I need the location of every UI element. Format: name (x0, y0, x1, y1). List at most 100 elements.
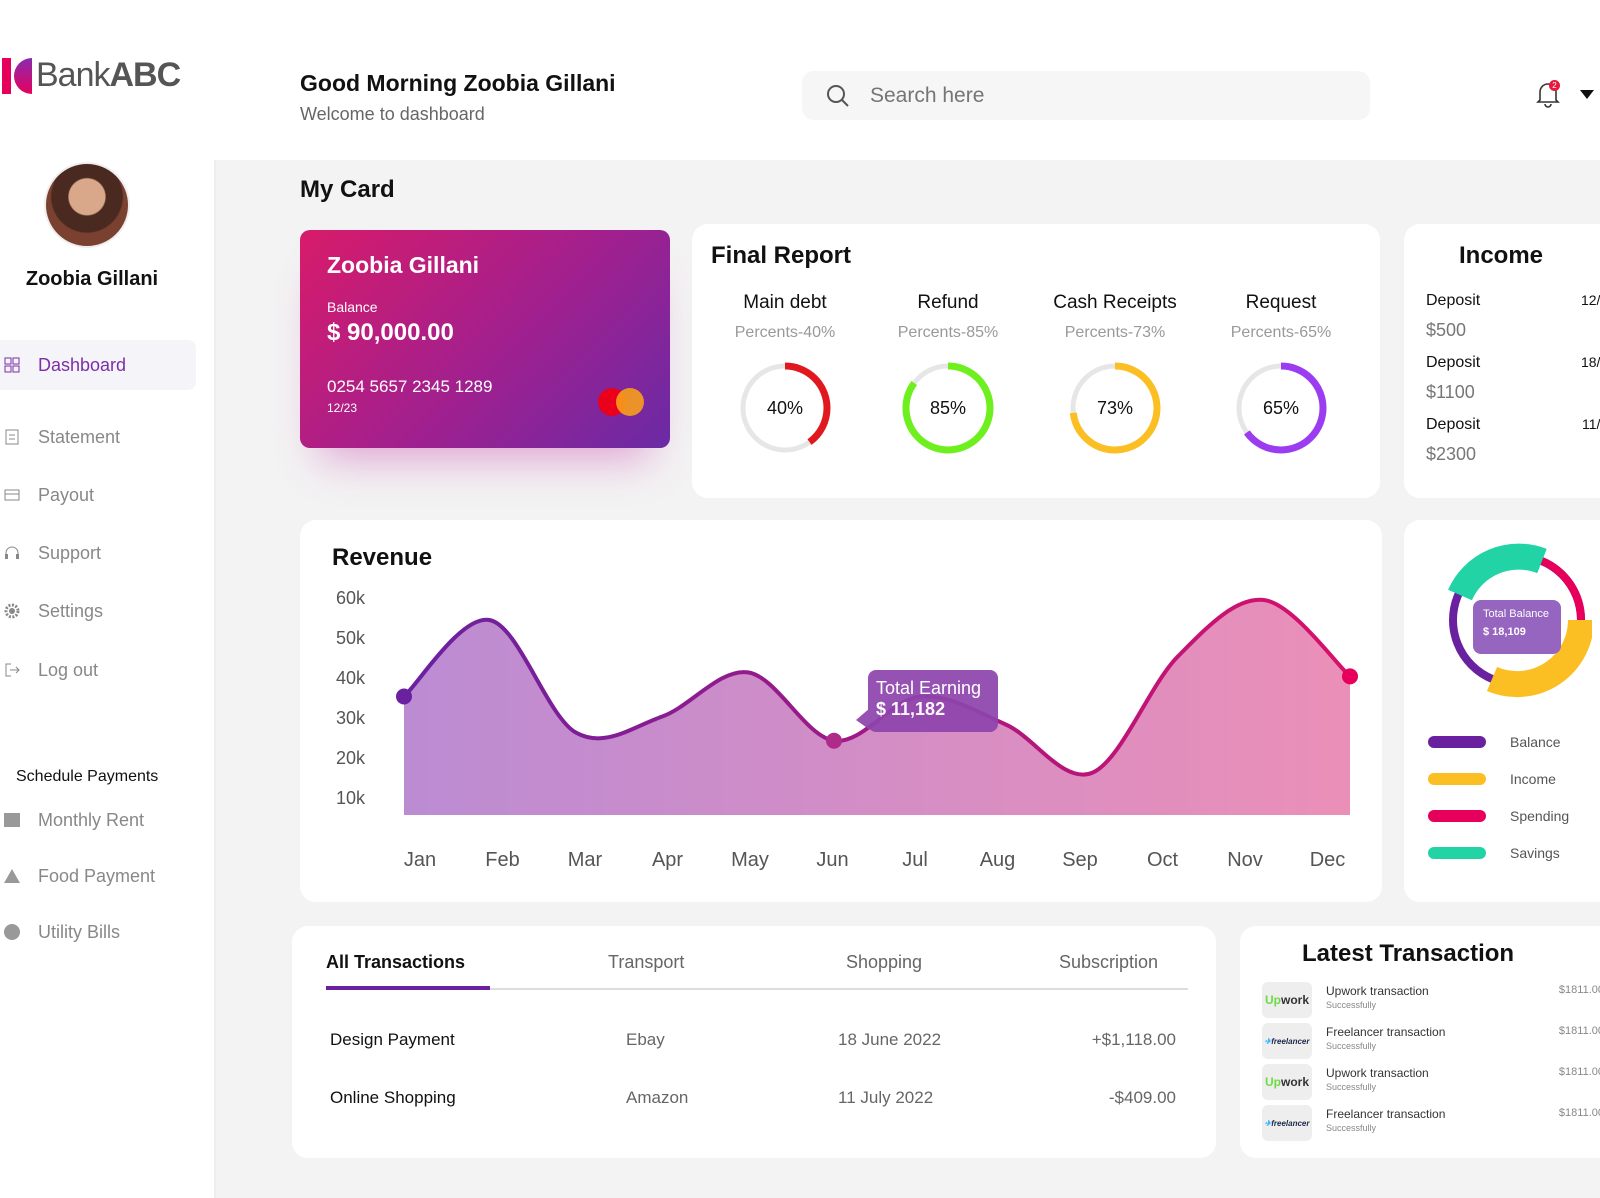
sidebar-item-label: Payout (38, 484, 95, 505)
x-tick-label: Aug (980, 849, 1016, 871)
x-tick-label: Jun (816, 849, 848, 871)
card-balance: $ 90,000.00 (327, 319, 454, 346)
document-icon (4, 429, 20, 445)
report-label: Refund (917, 292, 979, 313)
user-name: Zoobia Gillani (25, 268, 159, 290)
y-tick-label: 40k (336, 668, 366, 688)
chart-tooltip: Total Earning $ 11,182 (856, 670, 998, 732)
income-date: 12/02 (1580, 292, 1600, 308)
schedule-item-monthly-rent[interactable]: Monthly Rent (0, 795, 196, 845)
balance-label: Balance (327, 299, 378, 315)
total-balance-text: Total Balance (1483, 608, 1550, 620)
balance-panel: Total Balance $ 18,109 Balance Income Spen… (1404, 520, 1600, 902)
square-icon (4, 812, 20, 828)
legend-item: Balance (1428, 734, 1561, 750)
gauge-value: 73% (1096, 397, 1134, 418)
latest-transaction-panel: Latest Transaction Up work Upwork transact… (1240, 926, 1600, 1158)
sidebar-item-label: Settings (38, 600, 104, 621)
my-card-title: My Card (300, 176, 395, 203)
sidebar-item-dashboard[interactable]: Dashboard (0, 340, 196, 390)
logout-icon (4, 662, 20, 678)
legend-label: Income (1510, 771, 1556, 787)
report-item: Refund Percents-85% 85% (873, 292, 1023, 456)
search-bar[interactable] (802, 71, 1370, 120)
tab-all-transactions[interactable]: All Transactions (326, 952, 466, 972)
tab-shopping[interactable]: Shopping (846, 952, 923, 972)
greeting: Good Morning Zoobia Gillani (300, 70, 616, 96)
upwork-logo: Up work (1262, 1064, 1312, 1100)
tab-transport[interactable]: Transport (608, 952, 685, 972)
transaction-name: Design Payment (330, 1030, 455, 1049)
final-report-panel: Final Report Main debt Percents-40% 40% … (692, 224, 1380, 498)
report-label: Main debt (743, 292, 827, 313)
notification-button[interactable]: 2 (1535, 80, 1561, 113)
gauge-arc (1069, 362, 1161, 454)
x-tick-label: Nov (1227, 849, 1263, 871)
logo: BankABC (0, 56, 181, 95)
report-sub: Percents-65% (1230, 324, 1332, 341)
income-date: 18/06 (1580, 354, 1600, 370)
income-title: Income (1459, 242, 1544, 269)
x-tick-label: Feb (485, 849, 519, 871)
transaction-date: 18 June 2022 (838, 1030, 942, 1049)
sidebar-item-settings[interactable]: Settings (0, 586, 196, 636)
legend-item: Savings (1428, 845, 1560, 861)
latest-transaction-row[interactable]: ✈ freelancer Freelancer transaction Success… (1262, 1105, 1600, 1143)
report-gauge: 85% (900, 360, 996, 456)
card-icon (4, 487, 20, 503)
legend-label: Balance (1510, 734, 1561, 750)
sidebar-item-support[interactable]: Support (0, 528, 196, 578)
tooltip-label: Total Earning (876, 678, 982, 698)
total-balance-label: Total Balance $ 18,109 (1473, 600, 1561, 654)
legend-swatch (1428, 736, 1486, 748)
gauge-value: 40% (766, 397, 804, 418)
latest-title-text: Freelancer transaction (1326, 1025, 1446, 1039)
legend-item: Income (1428, 771, 1556, 787)
report-gauge: 40% (737, 360, 833, 456)
caret-down-icon[interactable] (1580, 90, 1594, 99)
y-tick-label: 60k (336, 588, 366, 608)
report-sub: Percents-40% (734, 324, 836, 341)
schedule-item-food-payment[interactable]: Food Payment (0, 851, 196, 901)
revenue-chart: 60k 50k 40k 30k 20k 10k Jan Feb Mar Apr May Jun Jul A… (336, 588, 1358, 871)
x-tick-label: Oct (1147, 849, 1179, 871)
gauge-value: 85% (929, 397, 967, 418)
y-tick-label: 20k (336, 748, 366, 768)
schedule-item-utility-bills[interactable]: Utility Bills (0, 907, 196, 957)
sidebar-item-statement[interactable]: Statement (0, 412, 196, 462)
latest-status: Successfully (1326, 1000, 1377, 1010)
transaction-amount: +$1,118.00 (1091, 1030, 1176, 1049)
income-date: 11/07 (1582, 416, 1600, 432)
card-holder: Zoobia Gillani (327, 252, 480, 278)
sidebar-item-label: Log out (38, 659, 99, 680)
bank-card[interactable]: Zoobia Gillani Balance $ 90,000.00 0254 … (300, 230, 670, 448)
transaction-merchant: Ebay (626, 1030, 665, 1049)
final-report-title: Final Report (711, 242, 852, 269)
latest-transaction-row[interactable]: Up work Upwork transaction Successfully $181… (1262, 982, 1600, 1020)
latest-transaction-row[interactable]: ✈ freelancer Freelancer transaction Success… (1262, 1023, 1600, 1061)
latest-amount: $1811.00 (1558, 1107, 1600, 1119)
gear-icon (4, 603, 20, 619)
income-amount: $2300 (1426, 444, 1477, 464)
sidebar-item-payout[interactable]: Payout (0, 470, 196, 520)
transaction-merchant: Amazon (626, 1088, 689, 1107)
latest-status: Successfully (1326, 1123, 1377, 1133)
gauge-arc (902, 362, 994, 454)
income-label: Deposit (1426, 292, 1481, 309)
report-gauge: 73% (1067, 360, 1163, 456)
income-amount: $1100 (1426, 382, 1475, 402)
grid-icon (4, 357, 20, 373)
avatar[interactable] (44, 162, 130, 248)
upwork-logo: Up work (1262, 982, 1312, 1018)
revenue-panel: Revenue 60k 50k 40k 30k 20k 10k Jan Feb Mar Apr Ma… (300, 520, 1382, 902)
income-amount: $500 (1426, 320, 1467, 340)
sidebar-item-log-out[interactable]: Log out (0, 645, 196, 695)
latest-transaction-row[interactable]: Up work Upwork transaction Successfully $181… (1262, 1064, 1600, 1102)
welcome-text: Welcome to dashboard (300, 104, 485, 124)
balance-donut (1448, 543, 1592, 698)
income-row: Deposit 18/06 $1100 (1426, 354, 1600, 403)
tab-subscription[interactable]: Subscription (1059, 952, 1159, 972)
headset-icon (4, 545, 20, 561)
search-input[interactable] (870, 83, 1290, 108)
legend-swatch (1428, 847, 1486, 859)
